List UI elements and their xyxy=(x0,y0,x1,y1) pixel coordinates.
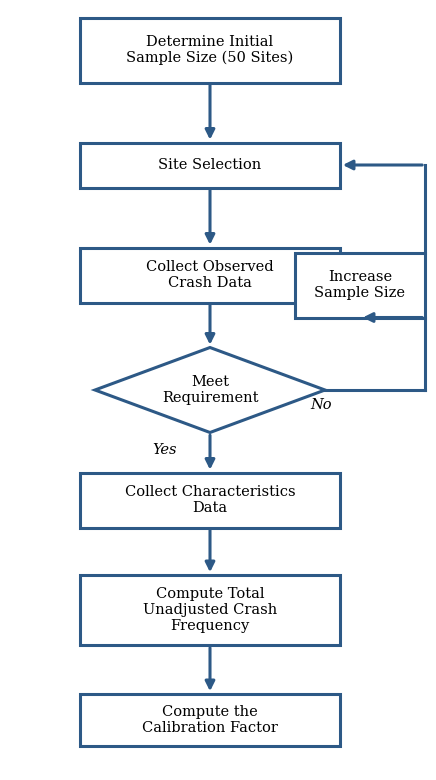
FancyBboxPatch shape xyxy=(80,247,340,303)
Text: Yes: Yes xyxy=(152,443,177,457)
Text: No: No xyxy=(310,398,331,412)
FancyBboxPatch shape xyxy=(80,473,340,527)
Text: Compute the
Calibration Factor: Compute the Calibration Factor xyxy=(142,705,278,735)
Text: Collect Characteristics
Data: Collect Characteristics Data xyxy=(125,485,295,515)
Text: Meet
Requirement: Meet Requirement xyxy=(162,375,258,405)
Text: Site Selection: Site Selection xyxy=(158,158,262,172)
FancyBboxPatch shape xyxy=(80,143,340,187)
Text: Increase
Sample Size: Increase Sample Size xyxy=(314,270,405,300)
Polygon shape xyxy=(95,348,325,432)
Text: Collect Observed
Crash Data: Collect Observed Crash Data xyxy=(146,260,274,290)
FancyBboxPatch shape xyxy=(80,17,340,83)
FancyBboxPatch shape xyxy=(80,694,340,746)
FancyBboxPatch shape xyxy=(80,575,340,645)
Text: Compute Total
Unadjusted Crash
Frequency: Compute Total Unadjusted Crash Frequency xyxy=(143,587,277,633)
Text: Determine Initial
Sample Size (50 Sites): Determine Initial Sample Size (50 Sites) xyxy=(126,34,293,66)
FancyBboxPatch shape xyxy=(295,253,425,317)
